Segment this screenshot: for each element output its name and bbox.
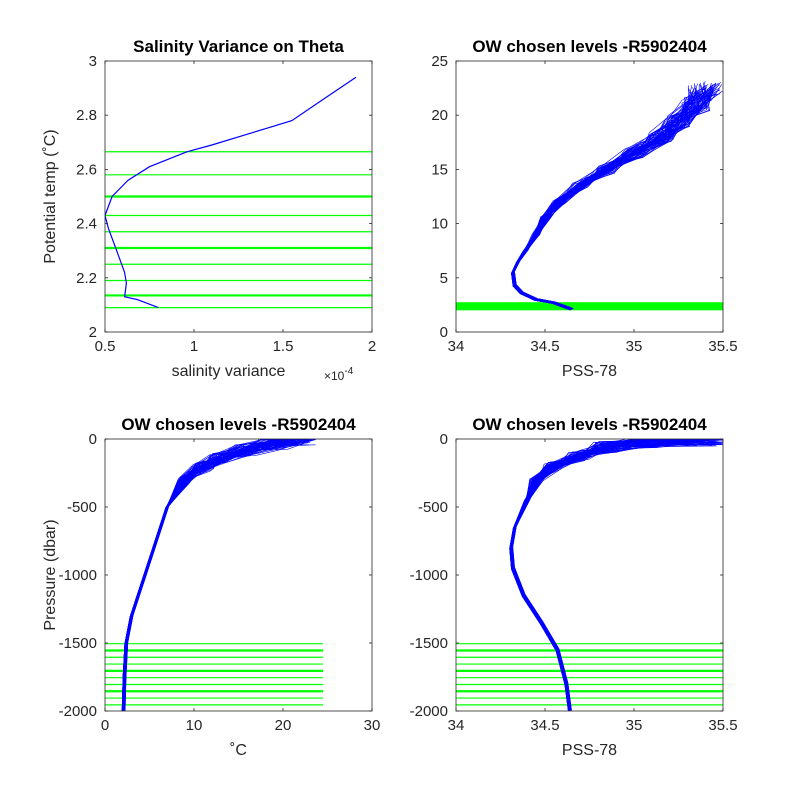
y-tick-label: 10 [431,216,448,233]
profile-line [512,94,704,310]
chart-title: Salinity Variance on Theta [133,37,344,56]
profile-line [513,88,706,309]
y-tick-label: 2.2 [76,270,97,287]
profile-line [122,439,316,711]
y-tick-label: 20 [431,107,448,124]
chart-title: OW chosen levels -R5902404 [121,415,356,434]
plot-area [105,439,324,711]
profile-line [511,93,717,311]
y-tick-label: 2.6 [76,161,97,178]
x-tick-label: 35 [626,717,643,734]
y-tick-label: 0 [89,431,97,448]
x-tick-label: 34.5 [530,338,559,355]
y-tick-label: 15 [431,161,448,178]
profile-line [511,87,695,311]
y-tick-label: -500 [418,499,448,516]
profile-line [513,87,720,310]
level-band [456,302,723,311]
profile-line [512,94,716,310]
chart-panel-1: 0.5 1 1.5 2 2 2.2 2.4 2.6 2.8 3 Salinity Variance … [42,37,376,383]
x-tick-label: 0.5 [95,338,116,355]
y-tick-label: 5 [440,270,448,287]
x-tick-label: 35.5 [708,338,737,355]
profile-line [513,93,717,310]
y-tick-label: 2.8 [76,107,97,124]
profile-line [511,85,689,311]
profile-line [121,441,307,711]
x-tick-label: 30 [364,717,381,734]
chart-title: OW chosen levels -R5902404 [472,415,707,434]
profile-line [105,76,357,309]
x-tick-label: 1.5 [273,338,294,355]
profile-line [512,439,723,711]
chart-panel-2: 34 34.5 35 35.5 0 5 10 15 20 25 OW chosen levels -… [431,37,737,380]
y-tick-label: 25 [431,53,448,70]
y-tick-label: -2000 [410,703,448,720]
y-tick-label: -2000 [59,703,97,720]
profile-line [513,84,722,309]
profile-line [124,439,301,711]
x-tick-label: 10 [186,717,203,734]
y-tick-label: 2.4 [76,216,97,233]
x-axis-label: PSS-78 [562,363,617,380]
y-tick-label: 2 [89,324,97,341]
y-tick-label: -500 [67,499,97,516]
profile-line [511,439,723,711]
x-tick-label: 1 [190,338,198,355]
y-tick-label: -1500 [59,635,97,652]
plot-area [105,76,372,309]
plot-area [456,81,723,311]
y-tick-label: 0 [440,431,448,448]
y-tick-label: -1000 [410,567,448,584]
profile-line [124,439,293,711]
x-axis-exponent: ×10-4 [324,366,354,383]
x-tick-label: 34 [448,717,465,734]
plot-area [456,439,723,711]
y-tick-label: -1000 [59,567,97,584]
x-axis-label: ˚C [230,742,247,759]
axes-box [455,60,724,333]
x-tick-label: 34 [448,338,465,355]
profile-line [124,439,291,711]
profile-line [511,86,708,311]
y-tick-label: -1500 [410,635,448,652]
x-tick-label: 35.5 [708,717,737,734]
profile-line [124,439,297,711]
profile-line [123,439,287,711]
profile-line [509,439,701,711]
chart-panel-4: 34 34.5 35 35.5 -2000 -1500 -1000 -500 0 OW chose… [410,415,738,759]
x-tick-label: 2 [368,338,376,355]
chart-panel-3: 0 10 20 30 -2000 -1500 -1000 -500 0 OW chosen lev… [42,415,380,759]
x-axis-label: PSS-78 [562,742,617,759]
x-tick-label: 20 [275,717,292,734]
profile-line [513,90,723,309]
x-tick-label: 34.5 [530,717,559,734]
chart-title: OW chosen levels -R5902404 [472,37,707,56]
axes-box [104,60,373,333]
profile-line [511,85,693,311]
profile-line [513,91,713,310]
y-tick-label: 3 [89,53,97,70]
profile-line [124,439,313,711]
y-tick-label: 0 [440,324,448,341]
x-axis-label: salinity variance [172,363,286,380]
x-tick-label: 0 [101,717,109,734]
y-axis-label: Pressure (dbar) [42,519,59,630]
x-tick-label: 35 [626,338,643,355]
y-axis-label: Potential temp (˚C) [42,129,59,263]
